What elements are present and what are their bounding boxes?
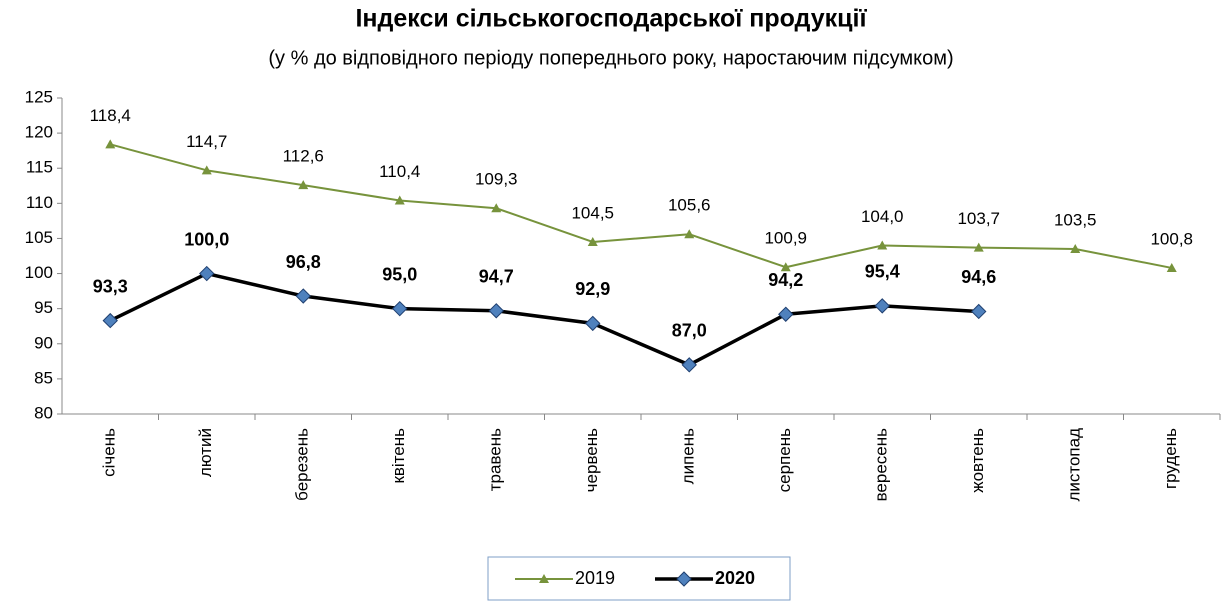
data-point [298, 180, 309, 190]
legend-label: 2020 [715, 568, 755, 588]
y-tick-label: 125 [25, 87, 53, 106]
data-point [877, 240, 888, 250]
data-point [778, 306, 794, 322]
x-tick-label: жовтень [968, 428, 987, 493]
data-label: 95,4 [865, 262, 900, 282]
x-tick-label: травень [486, 428, 505, 491]
data-point [780, 262, 791, 272]
data-label: 100,8 [1150, 229, 1193, 248]
x-tick-label: лютий [196, 428, 215, 477]
data-label: 105,6 [668, 196, 711, 215]
x-tick-label: грудень [1161, 428, 1180, 489]
data-label: 109,3 [475, 170, 518, 189]
x-tick-label: квітень [389, 428, 408, 484]
data-label: 114,7 [186, 132, 227, 151]
x-tick-label: вересень [872, 428, 891, 502]
data-label: 103,7 [957, 209, 1000, 228]
y-tick-label: 95 [34, 298, 53, 317]
y-tick-label: 120 [25, 123, 53, 142]
data-label: 100,9 [764, 229, 807, 248]
data-label: 87,0 [672, 321, 707, 341]
data-label: 112,6 [283, 147, 324, 166]
data-label: 95,0 [382, 264, 417, 284]
data-point [201, 165, 212, 175]
data-label: 93,3 [93, 276, 128, 296]
data-point [587, 236, 598, 246]
legend-marker [676, 571, 692, 587]
series-line [109, 271, 979, 367]
x-tick-label: липень [679, 428, 698, 484]
x-tick-label: червень [582, 428, 601, 492]
y-tick-label: 90 [34, 333, 53, 352]
data-point [973, 242, 984, 252]
chart-title: Індекси сільськогосподарської продукції [355, 5, 867, 33]
data-point [199, 265, 215, 282]
y-tick-label: 80 [34, 403, 53, 422]
data-point [394, 195, 405, 205]
chart-subtitle: (у % до відповідного періоду попередньог… [268, 47, 953, 69]
data-point [874, 298, 890, 314]
data-point [1070, 243, 1081, 253]
data-point [491, 203, 502, 213]
data-label: 94,6 [961, 267, 996, 287]
y-tick-label: 105 [25, 228, 53, 247]
data-label: 110,4 [379, 162, 420, 181]
data-point [585, 315, 601, 332]
x-tick-label: січень [100, 428, 119, 477]
data-label: 103,5 [1054, 210, 1097, 229]
data-point [971, 303, 987, 320]
data-point [681, 357, 697, 373]
data-label: 104,0 [861, 207, 904, 226]
y-tick-label: 100 [25, 263, 53, 282]
series-line [109, 143, 1172, 269]
data-point [488, 303, 504, 319]
data-point [295, 288, 311, 304]
x-tick-label: серпень [775, 428, 794, 492]
x-tick-label: листопад [1065, 428, 1084, 502]
data-point [1166, 262, 1177, 272]
data-label: 96,8 [286, 252, 321, 272]
y-tick-label: 115 [26, 158, 53, 177]
data-point [392, 300, 408, 317]
x-tick-label: березень [293, 428, 312, 501]
legend-label: 2019 [575, 568, 615, 588]
data-label: 118,4 [90, 106, 131, 125]
y-tick-label: 85 [34, 368, 53, 387]
data-point [102, 312, 118, 329]
data-label: 92,9 [575, 279, 610, 299]
data-point [684, 229, 695, 239]
data-point [105, 139, 116, 149]
legend-marker [539, 574, 549, 583]
y-tick-label: 110 [26, 193, 53, 212]
data-label: 100,0 [184, 229, 229, 249]
data-label: 94,2 [768, 270, 803, 290]
data-label: 104,5 [571, 203, 614, 222]
data-label: 94,7 [479, 267, 514, 287]
